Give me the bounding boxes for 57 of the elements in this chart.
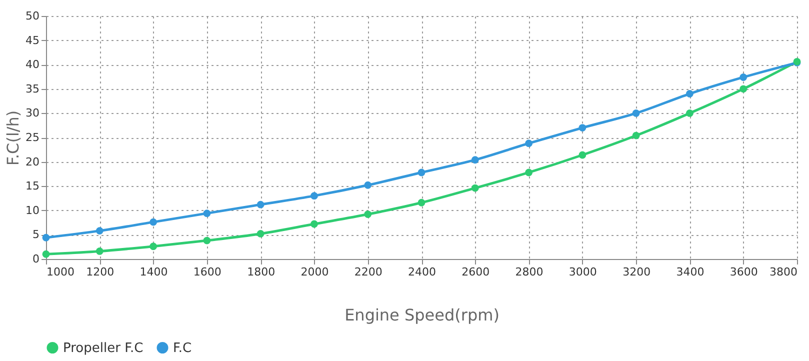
y-tick-label: 30 <box>26 106 40 120</box>
y-tick-label: 5 <box>32 228 40 242</box>
point <box>740 74 748 81</box>
point <box>471 156 479 164</box>
legend-label: F.C <box>173 340 192 356</box>
y-tick-label: 25 <box>26 131 40 144</box>
x-tick-label: 3000 <box>568 266 597 278</box>
x-tick-label: 2400 <box>408 266 436 278</box>
y-tick-label: 50 <box>26 10 40 22</box>
point <box>96 227 104 235</box>
point <box>364 210 372 218</box>
point <box>632 110 640 117</box>
x-tick-label: 3800 <box>770 266 798 278</box>
y-axis-title: F.C(l/h) <box>4 110 23 166</box>
point <box>256 200 264 208</box>
point <box>256 230 264 238</box>
y-tick-label: 20 <box>26 155 40 168</box>
legend-label: Propeller F.C <box>63 340 144 356</box>
point <box>150 218 157 226</box>
point <box>42 234 50 242</box>
point <box>471 184 479 192</box>
y-tick-label: 35 <box>26 82 40 96</box>
x-tick-label: 1600 <box>193 266 222 278</box>
x-tick-label: 2800 <box>515 266 544 278</box>
x-tick-label: 2200 <box>354 266 382 278</box>
point <box>740 85 748 93</box>
point <box>96 248 104 255</box>
x-tick-label: 1200 <box>86 266 114 278</box>
point <box>578 151 586 159</box>
x-tick-label: 2000 <box>300 266 329 278</box>
y-tick-label: 40 <box>26 58 40 72</box>
point <box>525 140 532 148</box>
x-axis-title: Engine Speed(rpm) <box>344 306 500 324</box>
x-tick-label: 1400 <box>140 266 168 278</box>
x-tick-label: 1000 <box>46 266 74 278</box>
point <box>418 198 426 206</box>
y-tick-label: 0 <box>32 252 40 266</box>
point <box>203 236 211 244</box>
point <box>310 220 318 228</box>
point <box>150 242 157 250</box>
point <box>525 168 532 176</box>
x-tick-label: 3400 <box>676 266 704 278</box>
point <box>686 90 694 98</box>
x-tick-label: 2600 <box>462 266 490 278</box>
x-tick-label: 3200 <box>622 266 651 278</box>
y-tick-label: 45 <box>26 34 40 47</box>
point <box>418 168 426 176</box>
point <box>364 181 372 189</box>
point <box>686 110 694 117</box>
point <box>578 124 586 132</box>
y-tick-label: 10 <box>26 204 40 217</box>
point <box>310 192 318 200</box>
x-tick-label: 3600 <box>730 266 758 278</box>
x-tick-label: 1800 <box>247 266 276 278</box>
point <box>632 132 640 140</box>
y-tick-label: 15 <box>26 180 40 193</box>
point <box>203 210 211 218</box>
